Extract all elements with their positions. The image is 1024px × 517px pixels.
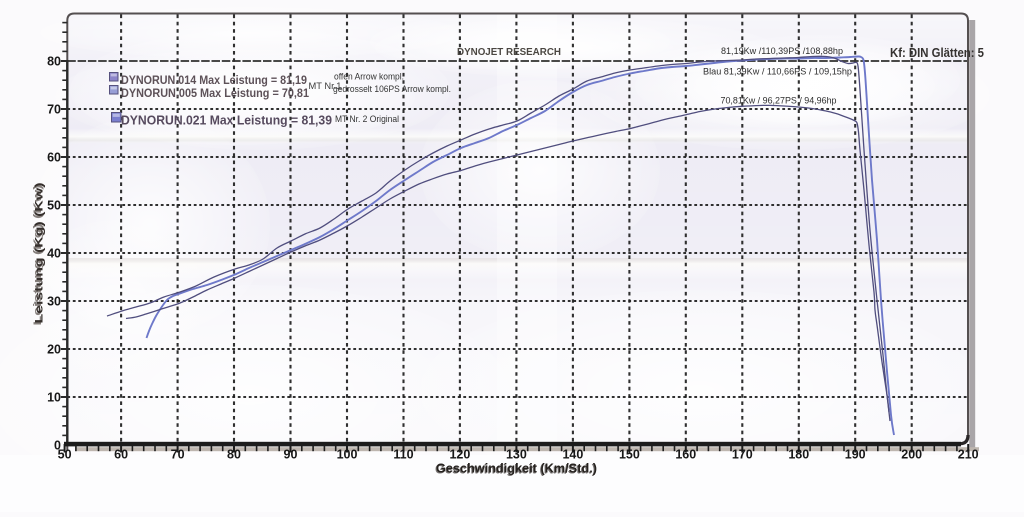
svg-text:Kf: DIN Glätten: 5: Kf: DIN Glätten: 5 [890, 46, 984, 60]
svg-text:Leistung (Kg) (Kw): Leistung (Kg) (Kw) [34, 182, 46, 324]
svg-text:210: 210 [958, 448, 979, 462]
svg-text:200: 200 [901, 448, 922, 462]
svg-text:gedrosselt 106PS Arrow kompl.: gedrosselt 106PS Arrow kompl. [333, 84, 451, 94]
svg-text:DYNORUN.021 Max Leistung = 81,: DYNORUN.021 Max Leistung = 81,39 [121, 113, 332, 128]
svg-text:100: 100 [337, 448, 358, 462]
svg-text:DYNORUN.014 Max Leistung = 81,: DYNORUN.014 Max Leistung = 81,19 [121, 73, 307, 87]
svg-text:110: 110 [393, 448, 413, 462]
svg-text:Blau 81,39Kw / 110,66PS / 109,: Blau 81,39Kw / 110,66PS / 109,15hp [703, 67, 852, 78]
svg-text:MT Nr.1: MT Nr.1 [309, 81, 342, 91]
svg-text:70: 70 [171, 448, 185, 462]
svg-text:70,81Kw / 96,27PS / 94,96hp: 70,81Kw / 96,27PS / 94,96hp [721, 96, 837, 107]
svg-text:50: 50 [58, 448, 72, 462]
svg-text:120: 120 [449, 448, 470, 462]
svg-text:80: 80 [227, 448, 241, 462]
svg-text:170: 170 [732, 448, 753, 462]
svg-text:20: 20 [47, 342, 61, 356]
svg-text:70: 70 [47, 102, 61, 116]
svg-text:Geschwindigkeit (Km/Std.): Geschwindigkeit (Km/Std.) [435, 463, 596, 477]
svg-text:80: 80 [47, 54, 61, 68]
svg-text:60: 60 [47, 150, 61, 164]
svg-text:30: 30 [47, 294, 61, 308]
svg-text:DYNORUN.005 Max Leistung = 70,: DYNORUN.005 Max Leistung = 70,81 [121, 86, 309, 100]
svg-text:Leistung (Kg) (Kw): Leistung (Kg) (Kw) [32, 184, 44, 326]
svg-text:DYNOJET RESEARCH: DYNOJET RESEARCH [457, 47, 561, 58]
svg-text:130: 130 [506, 448, 527, 462]
svg-text:50: 50 [47, 198, 61, 212]
svg-text:81,19Kw /110,39PS /108,88hp: 81,19Kw /110,39PS /108,88hp [721, 46, 843, 57]
svg-text:150: 150 [619, 448, 640, 462]
svg-text:40: 40 [47, 246, 61, 260]
svg-text:0: 0 [54, 438, 61, 452]
svg-text:140: 140 [562, 448, 583, 462]
svg-text:60: 60 [114, 448, 128, 462]
svg-text:Geschwindigkeit (Km/Std.): Geschwindigkeit (Km/Std.) [436, 462, 597, 476]
svg-text:190: 190 [845, 448, 866, 462]
svg-text:160: 160 [675, 448, 696, 462]
svg-text:90: 90 [284, 448, 298, 462]
svg-text:MT Nr. 2 Original: MT Nr. 2 Original [335, 114, 399, 124]
svg-text:10: 10 [47, 390, 61, 404]
svg-text:180: 180 [788, 448, 809, 462]
svg-text:offen Arrow kompl.: offen Arrow kompl. [334, 72, 404, 82]
